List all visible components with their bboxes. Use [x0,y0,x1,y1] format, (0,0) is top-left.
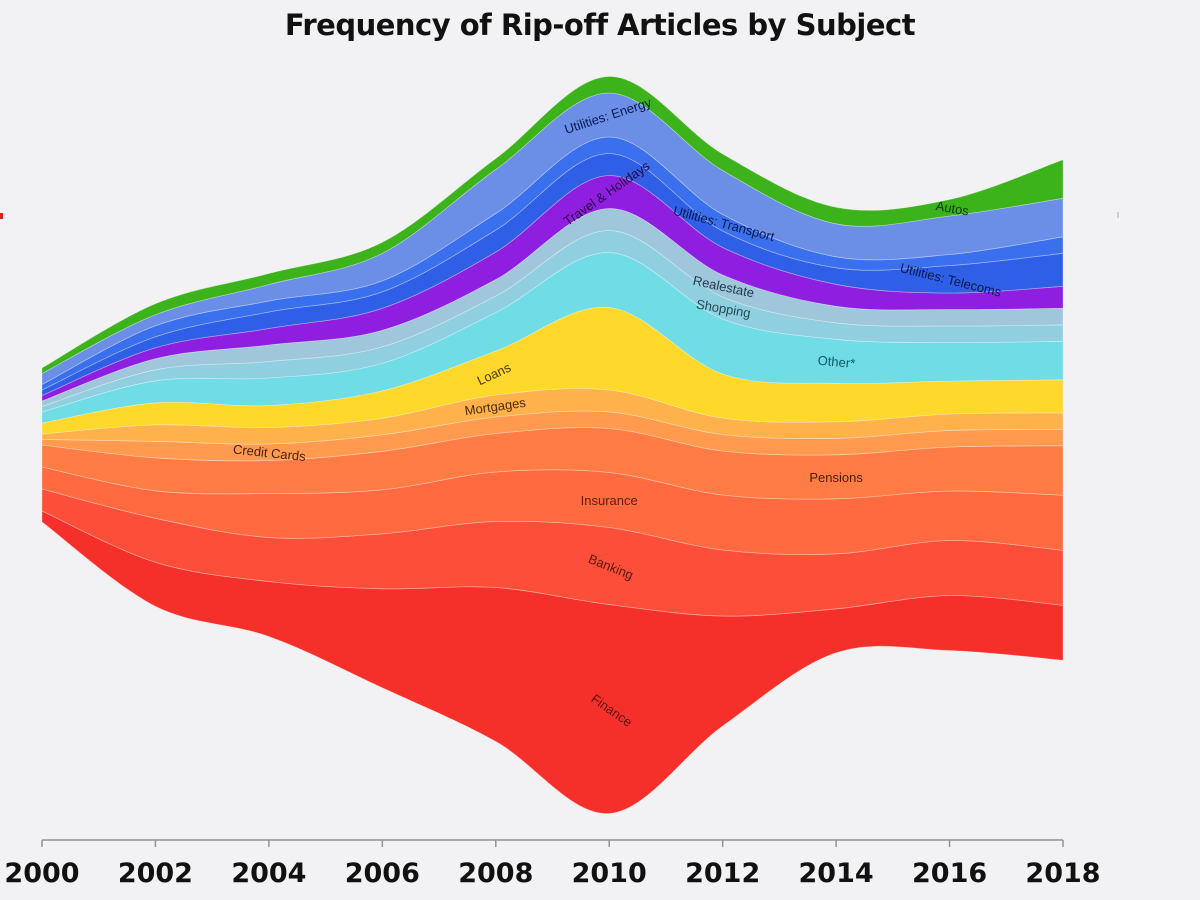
x-tick-label: 2014 [799,858,874,889]
x-tick-label: 2002 [118,858,193,889]
x-tick-label: 2010 [572,858,647,889]
stream-autos [41,76,1064,375]
stream-label-other: Other* [817,353,856,371]
left-edge-mark [0,213,3,219]
x-tick-label: 2006 [345,858,420,889]
stream-pensions [41,427,1064,500]
stream-realestate [41,208,1064,408]
x-tick-label: 2012 [685,858,760,889]
x-tick-label: 2004 [231,858,306,889]
stream-finance [41,510,1064,814]
stream-banking [41,488,1064,617]
x-tick-label: 2000 [4,858,79,889]
stream-label-pensions: Pensions [809,470,863,485]
x-tick-label: 2008 [458,858,533,889]
x-tick-label: 2016 [912,858,987,889]
x-tick-label: 2018 [1025,858,1100,889]
stream-insurance [41,466,1064,555]
stream-label-autos: Autos [935,198,971,219]
chart-title: Frequency of Rip-off Articles by Subject [284,8,916,42]
stream-mortgages [41,388,1064,445]
stream-credit-cards [41,410,1064,462]
right-edge-mark [1117,212,1119,218]
stream-label-insurance: Insurance [581,493,638,508]
